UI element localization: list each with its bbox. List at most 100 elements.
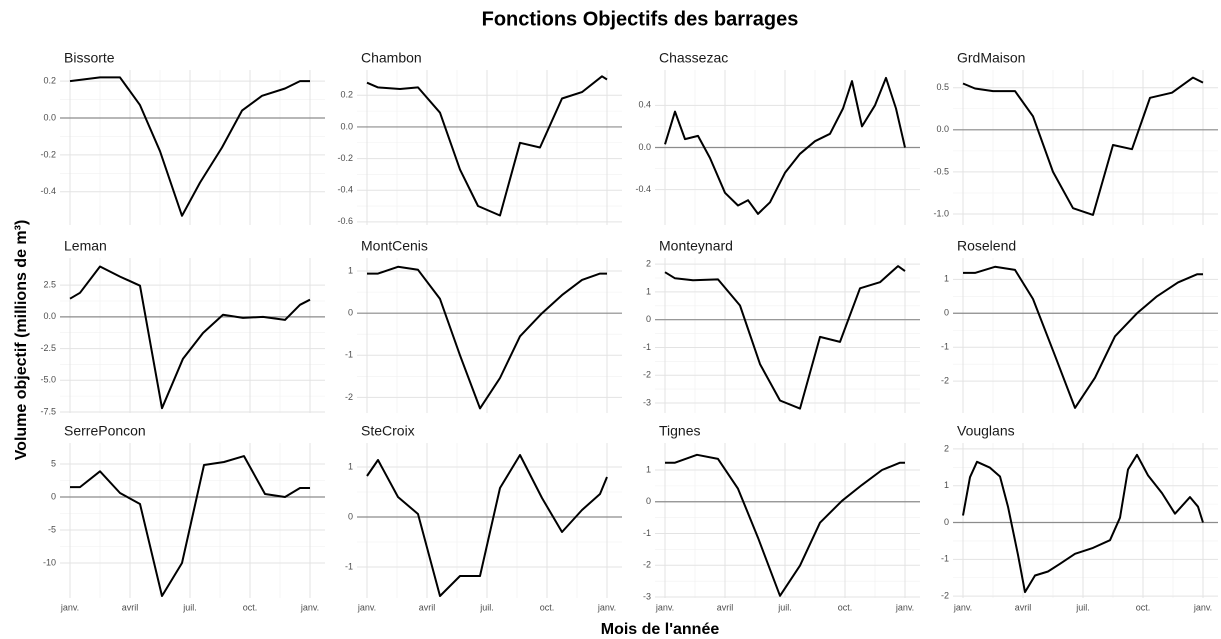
panel-title: Chambon	[361, 50, 422, 66]
x-tick-label: oct.	[540, 602, 555, 612]
y-tick-label: 0.0	[936, 124, 949, 134]
line-series	[366, 75, 608, 217]
x-tick-label: avril	[717, 602, 734, 612]
x-tick-label: oct.	[1136, 602, 1151, 612]
line-series	[69, 76, 310, 217]
x-tick-label: janv.	[357, 602, 376, 612]
y-tick-label: -2.5	[40, 343, 56, 353]
line-series	[962, 76, 1204, 216]
y-tick-label: -0.4	[337, 185, 353, 195]
x-tick-label: janv.	[1193, 602, 1212, 612]
y-tick-label: -3	[643, 591, 651, 601]
y-tick-label: -2	[643, 370, 651, 380]
y-tick-label: 1	[348, 461, 353, 471]
line-series	[664, 265, 906, 410]
panel-title: MontCenis	[361, 238, 428, 254]
y-tick-label: 0.2	[340, 90, 353, 100]
y-tick-label: -1	[941, 342, 949, 352]
y-tick-label: -0.4	[635, 184, 651, 194]
line-series	[664, 76, 906, 215]
y-tick-label: 2	[646, 258, 651, 268]
y-tick-label: -10	[43, 557, 56, 567]
y-tick-label: 0	[646, 314, 651, 324]
panel-title: Tignes	[659, 423, 701, 439]
x-tick-label: janv.	[300, 602, 319, 612]
y-tick-label: 0.0	[43, 311, 56, 321]
y-tick-label: 0.0	[340, 121, 353, 131]
y-tick-label: 0	[348, 308, 353, 318]
y-tick-label: 1	[646, 464, 651, 474]
panel-title: GrdMaison	[957, 50, 1025, 66]
panel-title: Bissorte	[64, 50, 115, 66]
y-tick-label: -2	[941, 375, 949, 385]
line-series	[962, 453, 1204, 594]
y-tick-label: 0	[348, 511, 353, 521]
y-tick-label: -5.0	[40, 375, 56, 385]
panel-title: SteCroix	[361, 423, 415, 439]
y-tick-label: -0.6	[337, 216, 353, 226]
y-tick-label: -0.2	[337, 153, 353, 163]
y-tick-label: 0.2	[43, 75, 56, 85]
panel-title: Roselend	[957, 238, 1016, 254]
line-series	[366, 454, 608, 597]
x-tick-label: avril	[419, 602, 436, 612]
y-tick-label: 1	[348, 265, 353, 275]
y-tick-label: 0.4	[638, 100, 651, 110]
line-series	[963, 265, 1203, 409]
y-tick-label: -1	[941, 554, 949, 564]
y-tick-label: 0.5	[936, 82, 949, 92]
line-series	[367, 265, 607, 410]
line-series	[665, 453, 905, 597]
y-tick-label: -1.0	[933, 208, 949, 218]
x-axis-label: Mois de l'année	[601, 621, 720, 638]
y-tick-label: 0	[646, 496, 651, 506]
line-series	[70, 455, 310, 597]
y-tick-label: 0.0	[43, 112, 56, 122]
x-tick-label: oct.	[243, 602, 258, 612]
x-tick-label: juil.	[182, 602, 197, 612]
y-axis-label: Volume objectif (millions de m³)	[13, 220, 30, 461]
y-tick-label: -0.4	[40, 186, 56, 196]
y-tick-label: 0	[51, 491, 56, 501]
panel-title: Monteynard	[659, 238, 733, 254]
panel-title: Leman	[64, 238, 107, 254]
y-tick-label: 2	[944, 443, 949, 453]
y-tick-label: 1	[944, 480, 949, 490]
y-tick-label: 0	[944, 517, 949, 527]
x-tick-label: avril	[122, 602, 139, 612]
y-tick-label: 0	[944, 308, 949, 318]
x-tick-label: janv.	[953, 602, 972, 612]
x-tick-label: avril	[1015, 602, 1032, 612]
x-tick-label: janv.	[895, 602, 914, 612]
y-tick-label: -2	[345, 392, 353, 402]
y-tick-label: 5	[51, 458, 56, 468]
y-tick-label: -3	[643, 397, 651, 407]
panel-title: Vouglans	[957, 423, 1015, 439]
y-tick-label: -1	[643, 342, 651, 352]
panel-title: Chassezac	[659, 50, 728, 66]
x-tick-label: oct.	[838, 602, 853, 612]
chart-title: Fonctions Objectifs des barrages	[482, 8, 799, 30]
panel-title: SerrePoncon	[64, 423, 146, 439]
y-tick-label: -5	[48, 524, 56, 534]
line-series	[69, 265, 311, 410]
x-tick-label: juil.	[777, 602, 792, 612]
y-tick-label: -2	[941, 591, 949, 601]
y-tick-label: -1	[643, 528, 651, 538]
x-tick-label: juil.	[1075, 602, 1090, 612]
y-tick-label: 0.0	[638, 142, 651, 152]
y-tick-label: 1	[944, 274, 949, 284]
x-tick-label: janv.	[597, 602, 616, 612]
y-tick-label: -0.2	[40, 149, 56, 159]
x-tick-label: janv.	[60, 602, 79, 612]
x-tick-label: janv.	[655, 602, 674, 612]
y-tick-label: -0.5	[933, 166, 949, 176]
y-tick-label: -1	[345, 561, 353, 571]
y-tick-label: 2.5	[43, 280, 56, 290]
y-tick-label: -7.5	[40, 406, 56, 416]
y-tick-label: -2	[643, 560, 651, 570]
x-tick-label: juil.	[479, 602, 494, 612]
y-tick-label: -1	[345, 350, 353, 360]
y-tick-label: 1	[646, 286, 651, 296]
